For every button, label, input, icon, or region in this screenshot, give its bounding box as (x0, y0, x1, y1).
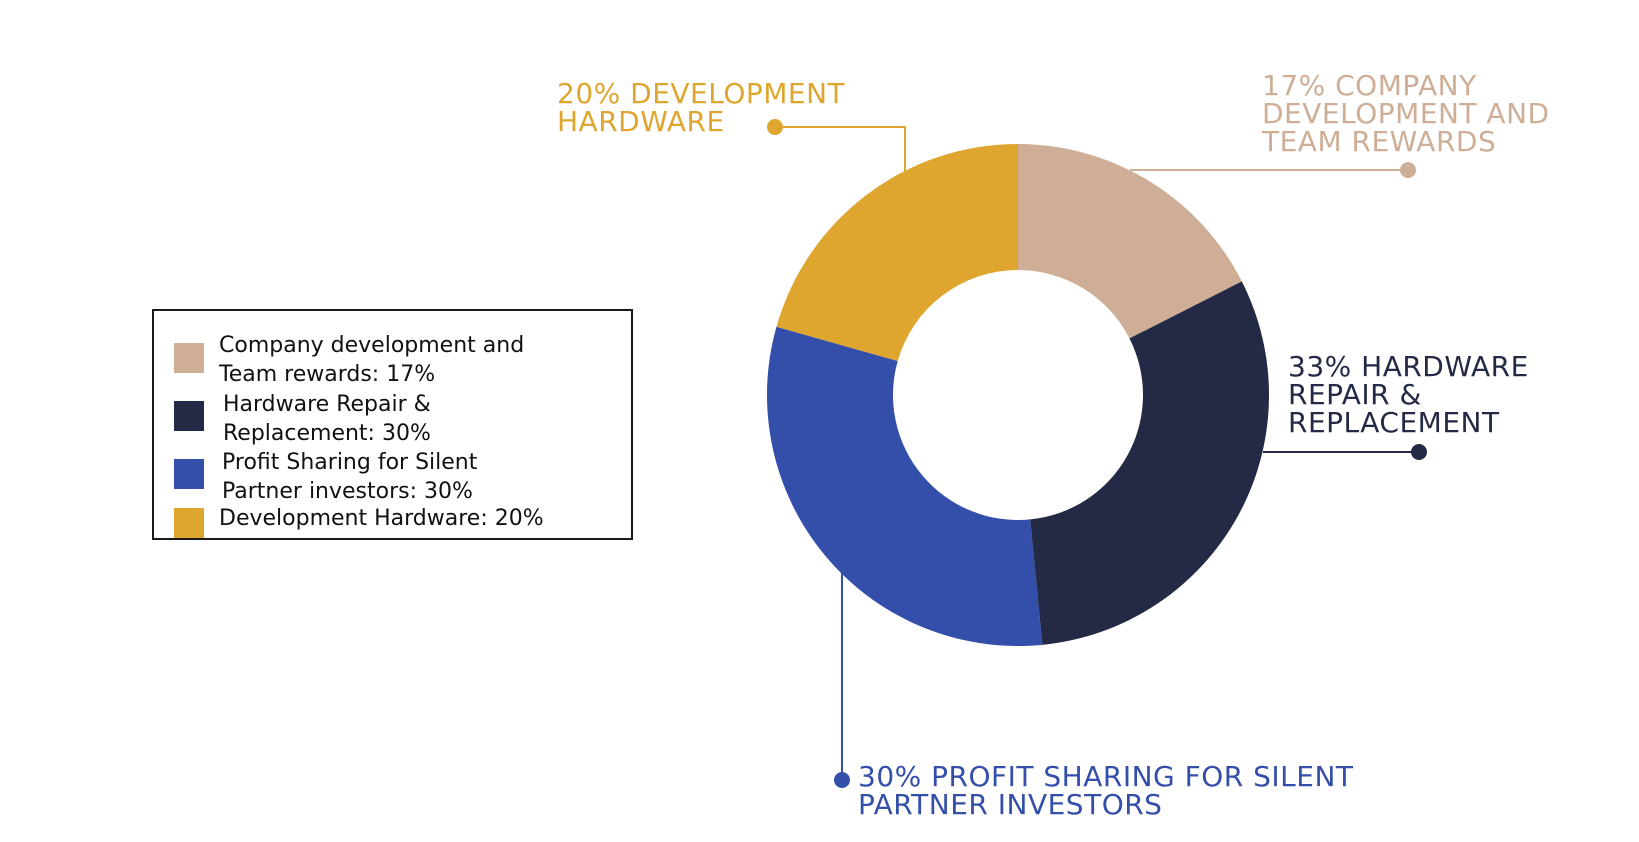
leader-dot (1411, 444, 1427, 460)
donut-slice (776, 144, 1018, 362)
donut-slice (1018, 144, 1242, 339)
callout-leader-lines (767, 119, 1427, 788)
legend-swatch-hardware-repair (174, 401, 204, 431)
callout-hardware-repair: 33% HARDWARE REPAIR & REPLACEMENT (1288, 350, 1529, 439)
legend-label: Development Hardware: 20% (219, 506, 544, 531)
donut-slice (767, 326, 1043, 647)
legend-label: Profit Sharing for Silent Partner invest… (222, 450, 478, 504)
legend-label: Hardware Repair & Replacement: 30% (223, 392, 431, 446)
legend-swatch-development-hardware (174, 508, 204, 538)
callout-profit-sharing: 30% PROFIT SHARING FOR SILENT PARTNER IN… (858, 760, 1354, 821)
callout-development-hardware: 20% DEVELOPMENT HARDWARE (557, 77, 846, 138)
callout-company-development: 17% COMPANY DEVELOPMENT AND TEAM REWARDS (1262, 69, 1550, 158)
legend-label: Company development and Team rewards: 17… (219, 333, 525, 387)
leader-line (775, 126, 906, 175)
legend: Company development and Team rewards: 17… (152, 309, 633, 540)
leader-dot (834, 772, 850, 788)
leader-dot (767, 119, 783, 135)
leader-dot (1400, 162, 1416, 178)
legend-swatch-profit-sharing (174, 459, 204, 489)
donut-slices (767, 144, 1269, 647)
donut-slice (1030, 281, 1269, 645)
legend-swatch-company-development (174, 343, 204, 373)
